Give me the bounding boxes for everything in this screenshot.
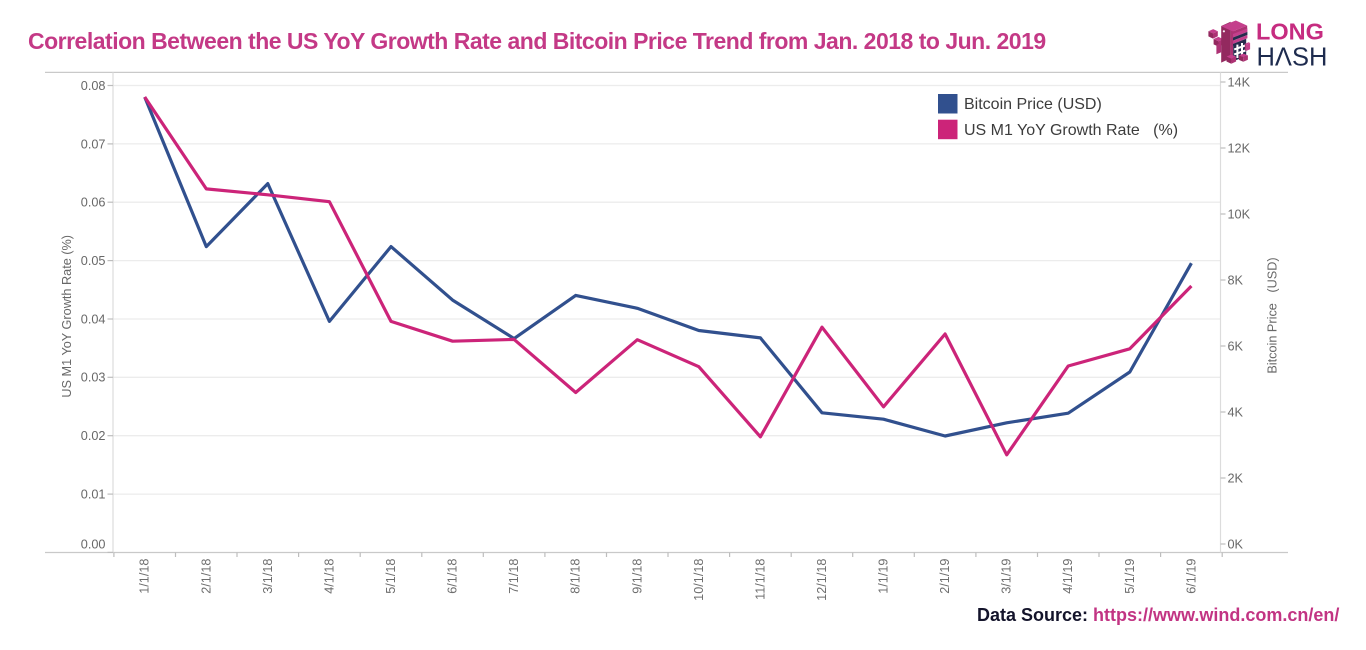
svg-text:1/1/19: 1/1/19 xyxy=(877,559,891,594)
svg-text:8K: 8K xyxy=(1228,273,1244,287)
svg-text:9/1/18: 9/1/18 xyxy=(630,559,644,594)
svg-text:12/1/18: 12/1/18 xyxy=(815,559,829,601)
svg-text:7/1/18: 7/1/18 xyxy=(507,559,521,594)
svg-text:Bitcoin Price (USD): Bitcoin Price (USD) xyxy=(964,96,1102,113)
svg-text:HΛSH: HΛSH xyxy=(1257,44,1328,72)
svg-text:0.08: 0.08 xyxy=(81,79,106,93)
svg-text:5/1/19: 5/1/19 xyxy=(1123,559,1137,594)
svg-text:2/1/19: 2/1/19 xyxy=(938,559,952,594)
svg-text:Bitcoin Price (USD): Bitcoin Price (USD) xyxy=(1266,257,1280,373)
svg-text:12K: 12K xyxy=(1228,141,1251,155)
svg-text:6/1/19: 6/1/19 xyxy=(1184,559,1198,594)
svg-text:US M1 YoY Growth Rate (%): US M1 YoY Growth Rate (%) xyxy=(964,122,1178,139)
svg-text:0.07: 0.07 xyxy=(81,137,106,151)
svg-text:0.05: 0.05 xyxy=(81,254,106,268)
svg-text:0.02: 0.02 xyxy=(81,429,106,443)
svg-text:2/1/18: 2/1/18 xyxy=(199,559,213,594)
svg-text:6K: 6K xyxy=(1228,339,1244,353)
svg-text:8/1/18: 8/1/18 xyxy=(569,559,583,594)
svg-text:3/1/18: 3/1/18 xyxy=(261,559,275,594)
svg-text:0.06: 0.06 xyxy=(81,196,106,210)
svg-text:4/1/19: 4/1/19 xyxy=(1061,559,1075,594)
svg-text:11/1/18: 11/1/18 xyxy=(753,559,767,600)
svg-text:1/1/18: 1/1/18 xyxy=(138,559,152,594)
svg-text:10K: 10K xyxy=(1228,207,1251,221)
svg-text:6/1/18: 6/1/18 xyxy=(446,559,460,594)
svg-text:5/1/18: 5/1/18 xyxy=(384,559,398,594)
svg-text:0.00: 0.00 xyxy=(81,537,106,551)
svg-text:3/1/19: 3/1/19 xyxy=(1000,558,1014,593)
svg-text:LONG: LONG xyxy=(1256,19,1324,45)
svg-text:2K: 2K xyxy=(1228,471,1244,485)
svg-text:0.01: 0.01 xyxy=(81,488,106,502)
svg-text:0K: 0K xyxy=(1228,537,1244,551)
svg-text:0.04: 0.04 xyxy=(81,312,106,326)
svg-text:4/1/18: 4/1/18 xyxy=(322,559,336,594)
svg-text:10/1/18: 10/1/18 xyxy=(692,559,706,601)
svg-text:US M1 YoY Growth Rate (%): US M1 YoY Growth Rate (%) xyxy=(60,235,74,398)
svg-text:0.03: 0.03 xyxy=(81,371,106,385)
svg-text:14K: 14K xyxy=(1228,75,1251,89)
svg-text:4K: 4K xyxy=(1228,405,1244,419)
